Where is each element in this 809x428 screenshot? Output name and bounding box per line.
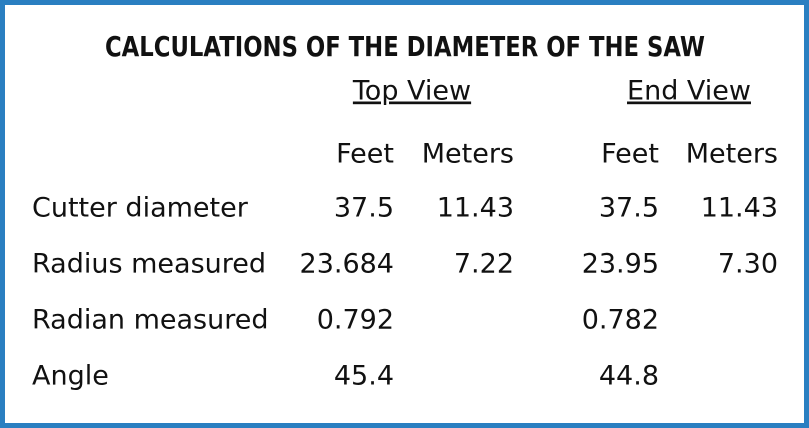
cell: 0.792 (317, 305, 394, 336)
column-header: Meters (422, 139, 514, 170)
cell: 23.95 (582, 249, 659, 280)
cell: 7.22 (454, 249, 514, 280)
cell: 23.684 (300, 249, 394, 280)
column-header: Meters (686, 139, 778, 170)
group-header: Top View (352, 76, 471, 107)
cell: 11.43 (701, 193, 778, 224)
cell: 0.782 (582, 305, 659, 336)
row-label: Radius measured (32, 249, 266, 280)
cell: 7.30 (718, 249, 778, 280)
cell: 45.4 (334, 361, 394, 392)
cell: 37.5 (599, 193, 659, 224)
cell: 44.8 (599, 361, 659, 392)
column-header: Feet (601, 139, 659, 170)
cell: 37.5 (334, 193, 394, 224)
column-header: Feet (336, 139, 394, 170)
row-label: Angle (32, 361, 109, 392)
cell: 11.43 (437, 193, 514, 224)
title: CALCULATIONS OF THE DIAMETER OF THE SAW (105, 30, 705, 63)
row-label: Radian measured (32, 305, 269, 336)
row-label: Cutter diameter (32, 193, 249, 224)
group-header: End View (627, 76, 751, 107)
